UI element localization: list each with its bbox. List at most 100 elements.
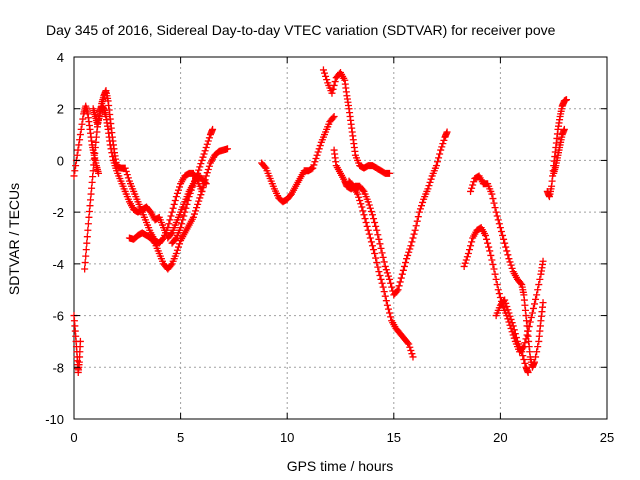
data-point <box>194 169 202 177</box>
data-point <box>469 181 477 189</box>
data-point <box>181 208 189 216</box>
data-point <box>406 343 414 351</box>
data-point <box>321 69 329 77</box>
data-point <box>200 150 208 158</box>
data-point <box>488 190 496 198</box>
data-point <box>436 150 444 158</box>
data-point <box>358 203 366 211</box>
y-tick-label: 0 <box>57 153 64 168</box>
data-point <box>374 231 382 239</box>
data-point <box>183 200 191 208</box>
data-point <box>176 183 184 191</box>
data-point <box>81 259 89 267</box>
grid-lines <box>74 57 607 419</box>
data-point <box>82 252 90 260</box>
data-point <box>534 286 542 294</box>
data-point <box>488 256 496 264</box>
x-tick-label: 20 <box>493 430 507 445</box>
data-point <box>370 246 378 254</box>
plot-area <box>73 56 608 420</box>
data-point <box>517 279 525 287</box>
data-point <box>410 230 418 238</box>
data-point <box>330 112 338 120</box>
series-pass-j <box>345 177 417 361</box>
data-point <box>532 295 540 303</box>
data-point <box>95 169 103 177</box>
data-point <box>76 136 84 144</box>
data-point <box>193 204 201 212</box>
data-point <box>493 212 501 220</box>
data-point <box>443 128 451 136</box>
data-point <box>404 339 412 347</box>
series-pass-b <box>70 312 84 376</box>
data-point <box>510 326 518 334</box>
data-point <box>174 186 182 194</box>
data-point <box>375 268 383 276</box>
data-point <box>484 239 492 247</box>
data-point <box>377 244 385 252</box>
data-point <box>330 81 338 89</box>
data-point <box>166 216 174 224</box>
data-point <box>382 297 390 305</box>
data-point <box>386 169 394 177</box>
data-point <box>309 164 317 172</box>
data-point <box>70 172 78 180</box>
data-point <box>355 193 363 201</box>
data-point <box>481 231 489 239</box>
data-point <box>507 315 515 323</box>
data-point <box>196 194 204 202</box>
data-point <box>179 216 187 224</box>
data-point <box>409 353 417 361</box>
data-point <box>359 186 367 194</box>
data-point <box>502 299 510 307</box>
data-point <box>535 281 543 289</box>
data-point <box>73 151 81 159</box>
data-point <box>323 76 331 84</box>
data-point <box>188 183 196 191</box>
data-point <box>167 212 175 220</box>
data-point <box>416 205 424 213</box>
data-point <box>521 359 529 367</box>
data-point <box>496 293 504 301</box>
data-point <box>520 356 528 364</box>
data-point <box>205 162 213 170</box>
data-point <box>202 144 210 151</box>
data-point <box>310 161 318 169</box>
data-point <box>468 238 476 246</box>
data-point <box>171 235 179 243</box>
data-point <box>357 200 365 208</box>
data-point <box>536 275 544 283</box>
data-point <box>374 263 382 271</box>
data-point <box>426 178 434 186</box>
data-point <box>359 207 367 215</box>
data-point <box>492 275 500 283</box>
data-point <box>169 204 177 212</box>
data-point <box>376 271 384 279</box>
data-point <box>501 296 509 304</box>
data-point <box>182 204 190 212</box>
data-point <box>403 255 411 263</box>
y-tick-label: -10 <box>45 412 64 427</box>
data-point <box>533 348 541 356</box>
data-point <box>72 162 80 170</box>
data-point <box>380 258 388 266</box>
data-point <box>204 137 212 145</box>
data-point <box>507 261 515 269</box>
data-point <box>491 270 499 278</box>
data-point <box>167 261 175 269</box>
data-point <box>200 180 208 188</box>
data-point <box>521 339 529 347</box>
data-point <box>83 233 91 241</box>
data-point <box>383 269 391 277</box>
data-point <box>165 220 173 228</box>
y-tick-label: -8 <box>52 360 64 375</box>
data-point <box>173 189 181 197</box>
data-point <box>493 281 501 289</box>
data-point <box>460 262 468 270</box>
data-point <box>261 163 269 171</box>
data-point <box>168 208 176 216</box>
data-point <box>361 215 369 223</box>
data-point <box>83 239 91 247</box>
data-point <box>184 197 192 205</box>
data-point <box>379 253 387 261</box>
